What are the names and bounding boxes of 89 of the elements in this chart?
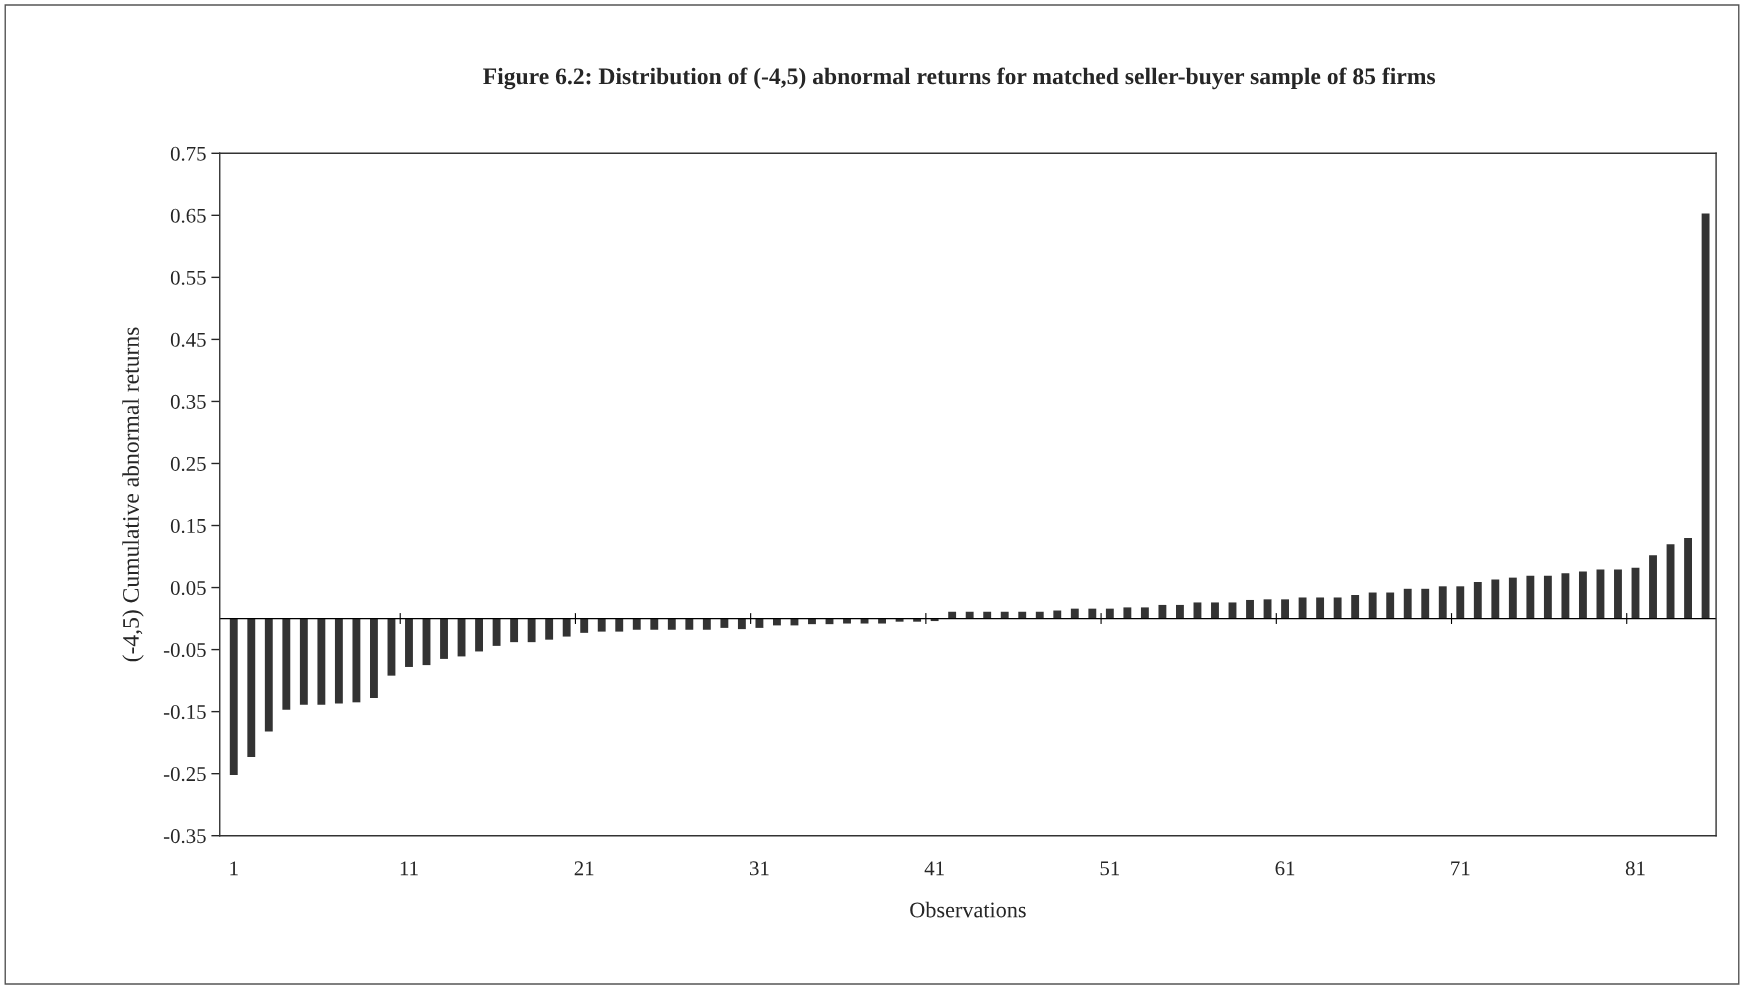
bar — [1088, 608, 1097, 619]
bar — [562, 618, 571, 637]
bar — [1456, 586, 1465, 619]
bar — [405, 618, 413, 667]
bar — [1351, 595, 1360, 619]
bar — [597, 618, 606, 632]
bar — [1684, 537, 1692, 619]
bar — [1158, 604, 1167, 619]
bar — [860, 618, 869, 624]
bar — [527, 618, 536, 643]
y-tick-label: 0.65 — [170, 208, 206, 223]
bar — [1649, 555, 1657, 619]
bar — [650, 618, 659, 630]
bar — [1298, 597, 1307, 619]
bar — [282, 618, 291, 710]
bar — [1386, 592, 1395, 619]
bar — [632, 618, 641, 630]
bar — [878, 618, 887, 624]
chart-title: Figure 6.2: Distribution of (-4,5) abnormal returns for matched seller-buyer sample of 85 firms — [483, 67, 1436, 90]
y-tick-label: 0.25 — [170, 456, 206, 472]
x-axis-title: Observations — [910, 901, 1026, 918]
bar — [334, 618, 343, 704]
bar — [1316, 597, 1325, 619]
bar — [1333, 597, 1342, 619]
bar — [1246, 599, 1254, 619]
x-tick-label: 51 — [1100, 861, 1120, 876]
bar — [1105, 608, 1114, 619]
x-tick-label: 81 — [1625, 861, 1645, 876]
x-tick-label: 41 — [924, 861, 944, 876]
bar — [913, 618, 922, 622]
y-tick-label: 0.55 — [170, 270, 206, 285]
bar — [1543, 575, 1552, 619]
bar — [1123, 607, 1132, 619]
bar — [1211, 602, 1219, 619]
x-tick-label: 21 — [574, 861, 594, 876]
bar — [440, 618, 448, 659]
bar — [1491, 579, 1500, 619]
bar — [545, 618, 554, 640]
bar — [737, 618, 746, 630]
bar — [1421, 588, 1430, 619]
y-tick-label: -0.05 — [163, 642, 206, 658]
x-tick-label: 1 — [230, 861, 238, 876]
bar — [1438, 586, 1447, 619]
bar — [475, 618, 484, 652]
bar — [1508, 577, 1517, 619]
bar — [229, 618, 238, 775]
bar — [264, 618, 273, 732]
bar — [1070, 608, 1079, 619]
bar — [755, 618, 764, 628]
bar — [895, 618, 904, 622]
x-tick-label: 61 — [1275, 861, 1295, 876]
bar — [1368, 592, 1377, 619]
bar — [808, 618, 816, 625]
y-tick-label: 0.05 — [170, 580, 206, 596]
bar — [369, 618, 378, 698]
bar — [1473, 581, 1482, 619]
bar — [702, 618, 711, 630]
bar — [1701, 213, 1710, 619]
bar — [720, 618, 729, 628]
y-tick-label: 0.15 — [170, 518, 206, 534]
bar — [1403, 588, 1412, 619]
bar — [510, 618, 519, 643]
bar — [580, 618, 589, 633]
bar — [247, 618, 256, 757]
bar — [352, 618, 361, 703]
bar — [1281, 599, 1289, 619]
y-tick-label: -0.25 — [163, 767, 206, 782]
y-axis-title: (-4,5) Cumulative abnormal returns — [122, 327, 144, 662]
bar — [1140, 607, 1149, 619]
bar — [1175, 604, 1184, 619]
x-tick-label: 31 — [749, 861, 769, 876]
y-tick-label: 0.45 — [170, 332, 206, 347]
bar — [685, 618, 694, 630]
bar — [667, 618, 676, 630]
y-tick-label: -0.15 — [163, 705, 206, 720]
bar — [1561, 573, 1570, 619]
bar — [317, 618, 326, 705]
bar — [299, 618, 308, 705]
bar — [1614, 569, 1622, 619]
y-tick-label: 0.75 — [170, 146, 206, 161]
bar — [1526, 575, 1535, 619]
bar — [492, 618, 501, 646]
y-tick-label: 0.35 — [170, 394, 206, 409]
x-tick-label: 71 — [1451, 861, 1470, 876]
bar — [843, 618, 851, 624]
bar — [1578, 571, 1587, 619]
x-tick-label: 11 — [400, 861, 418, 876]
y-tick-label: -0.35 — [163, 829, 206, 844]
bar — [615, 618, 624, 632]
